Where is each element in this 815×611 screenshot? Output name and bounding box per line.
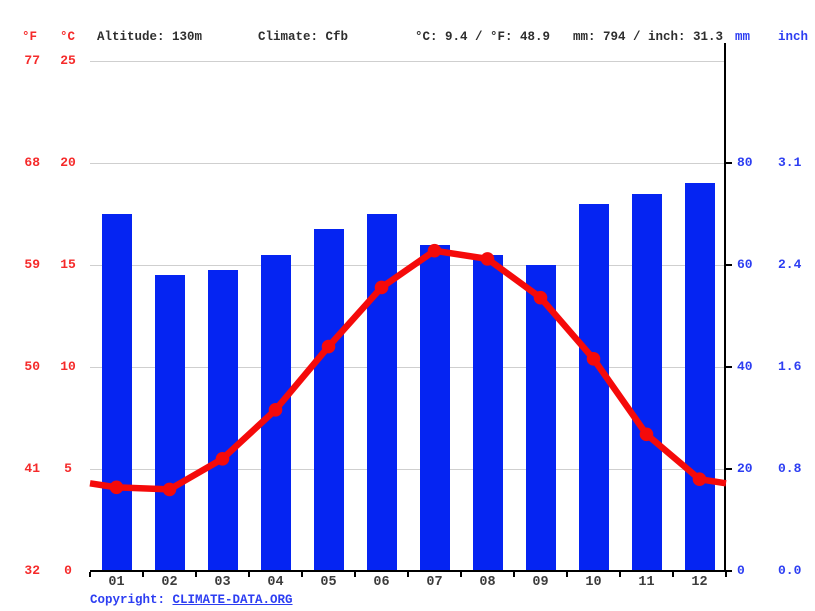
x-axis-tick — [195, 572, 197, 577]
copyright-prefix: Copyright: — [90, 593, 173, 607]
x-axis-month-label: 06 — [373, 575, 390, 590]
x-axis-tick — [460, 572, 462, 577]
gridline — [90, 469, 725, 470]
f-axis-header-label: °F — [22, 30, 38, 44]
precip-bar-05 — [313, 229, 344, 570]
x-axis-tick — [672, 572, 674, 577]
x-axis-month-label: 09 — [532, 575, 549, 590]
c-axis-header-label: °C — [60, 30, 76, 44]
right-axis-tick — [726, 264, 732, 266]
copyright-link[interactable]: CLIMATE-DATA.ORG — [172, 593, 293, 607]
precip-bar-10 — [578, 203, 609, 570]
y-axis-c-tick-label: 5 — [64, 461, 72, 476]
y-axis-c-tick-label: 10 — [60, 359, 76, 374]
gridline — [90, 265, 725, 266]
y-axis-c-tick-label: 20 — [60, 155, 76, 170]
gridline — [90, 367, 725, 368]
y-axis-inch-tick-label: 0.8 — [778, 461, 802, 476]
y-axis-c-tick-label: 15 — [60, 257, 76, 272]
mm-axis-header-label: mm — [735, 30, 751, 44]
precip-bar-09 — [525, 265, 556, 570]
x-axis-tick — [619, 572, 621, 577]
y-axis-f-tick-label: 68 — [24, 155, 40, 170]
y-axis-c-tick-label: 25 — [60, 53, 76, 68]
precip-bar-02 — [154, 275, 185, 570]
x-axis-line — [90, 570, 727, 572]
gridline — [90, 61, 725, 62]
x-axis-month-label: 12 — [691, 575, 708, 590]
x-axis-month-label: 02 — [161, 575, 178, 590]
right-axis-tick — [726, 570, 732, 572]
x-axis-month-label: 07 — [426, 575, 443, 590]
x-axis-month-label: 04 — [267, 575, 284, 590]
x-axis-month-label: 10 — [585, 575, 602, 590]
right-axis-line — [724, 43, 726, 572]
right-axis-tick — [726, 468, 732, 470]
x-axis-tick — [725, 572, 727, 577]
x-axis-tick — [354, 572, 356, 577]
y-axis-mm-tick-label: 80 — [737, 155, 753, 170]
y-axis-f-tick-label: 59 — [24, 257, 40, 272]
x-axis-tick — [248, 572, 250, 577]
x-axis-month-label: 03 — [214, 575, 231, 590]
y-axis-mm-tick-label: 60 — [737, 257, 753, 272]
precip-bar-08 — [472, 254, 503, 570]
climate-class-label: Climate: Cfb — [258, 30, 349, 44]
right-axis-tick — [726, 366, 732, 368]
precip-bar-07 — [419, 244, 450, 570]
right-axis-tick — [726, 162, 732, 164]
x-axis-tick — [566, 572, 568, 577]
x-axis-month-label: 05 — [320, 575, 337, 590]
y-axis-c-tick-label: 0 — [64, 563, 72, 578]
precip-bar-06 — [366, 214, 397, 570]
precip-bar-04 — [260, 254, 291, 570]
x-axis-tick — [142, 572, 144, 577]
y-axis-mm-tick-label: 20 — [737, 461, 753, 476]
precip-bar-12 — [684, 183, 715, 570]
x-axis-month-label: 11 — [638, 575, 655, 590]
precipitation-summary: mm: 794 / inch: 31.3 — [573, 30, 724, 44]
y-axis-mm-tick-label: 0 — [737, 563, 745, 578]
x-axis-month-label: 01 — [108, 575, 125, 590]
y-axis-f-tick-label: 32 — [24, 563, 40, 578]
y-axis-f-tick-label: 41 — [24, 461, 40, 476]
x-axis-tick — [89, 572, 91, 577]
y-axis-inch-tick-label: 3.1 — [778, 155, 802, 170]
y-axis-mm-tick-label: 40 — [737, 359, 753, 374]
temperature-summary: °C: 9.4 / °F: 48.9 — [415, 30, 551, 44]
y-axis-inch-tick-label: 0.0 — [778, 563, 802, 578]
gridline — [90, 163, 725, 164]
copyright: Copyright: CLIMATE-DATA.ORG — [90, 593, 293, 607]
x-axis-month-label: 08 — [479, 575, 496, 590]
x-axis-tick — [513, 572, 515, 577]
y-axis-inch-tick-label: 1.6 — [778, 359, 802, 374]
precip-bar-03 — [207, 270, 238, 570]
precip-bar-11 — [631, 193, 662, 570]
altitude-label: Altitude: 130m — [97, 30, 203, 44]
y-axis-inch-tick-label: 2.4 — [778, 257, 802, 272]
y-axis-f-tick-label: 77 — [24, 53, 40, 68]
y-axis-f-tick-label: 50 — [24, 359, 40, 374]
x-axis-tick — [301, 572, 303, 577]
precip-bar-01 — [101, 214, 132, 570]
x-axis-tick — [407, 572, 409, 577]
inch-axis-header-label: inch — [778, 30, 809, 44]
